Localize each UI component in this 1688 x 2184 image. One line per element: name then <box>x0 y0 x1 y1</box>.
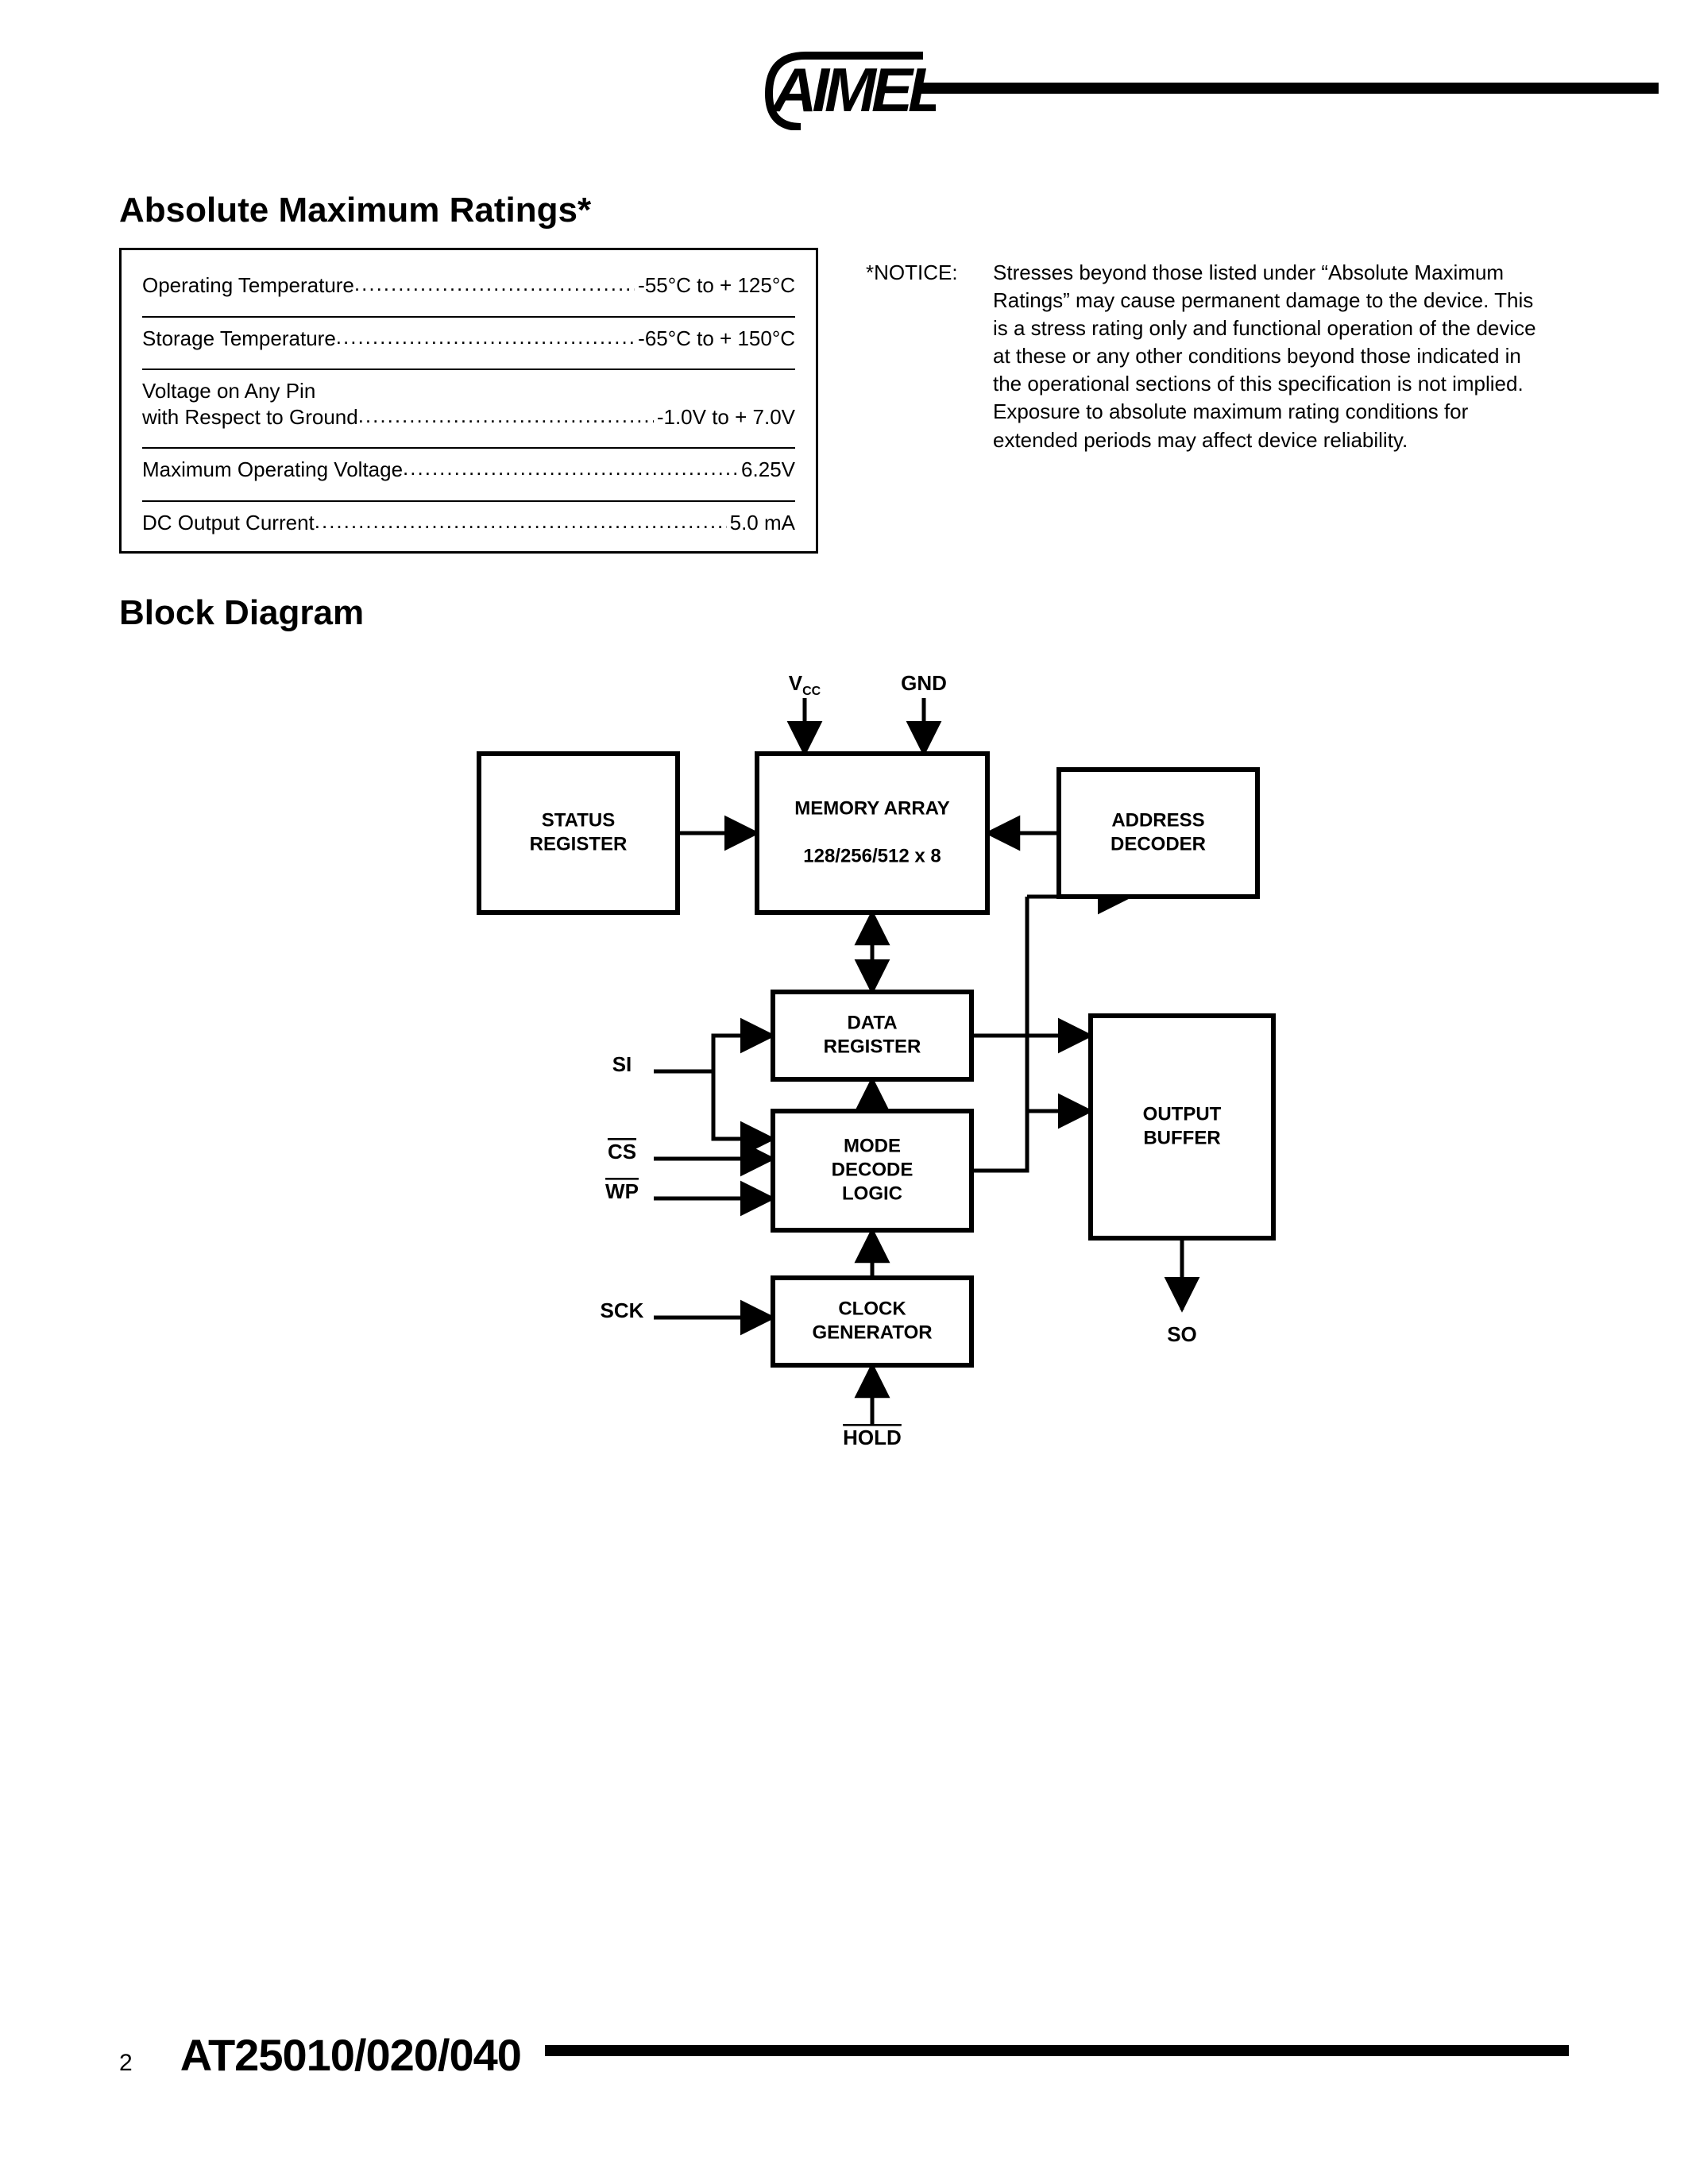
diagram-node-label: DECODE <box>831 1159 913 1180</box>
diagram-node-label: CLOCK <box>838 1298 906 1319</box>
rating-value: 6.25V <box>738 457 795 483</box>
diagram-pin-hold: HOLD <box>843 1426 902 1449</box>
diagram-node-label: BUFFER <box>1143 1127 1220 1148</box>
header-rule <box>936 83 1659 94</box>
leader-dots <box>315 510 727 536</box>
rating-row-voltage-pin: Voltage on Any Pin with Respect to Groun… <box>142 370 795 449</box>
rating-value: -1.0V to + 7.0V <box>654 404 795 430</box>
rating-label-line1: Voltage on Any Pin <box>142 378 795 404</box>
rating-label: Storage Temperature <box>142 326 336 352</box>
rating-label-line2: with Respect to Ground <box>142 404 358 430</box>
leader-dots <box>354 272 635 299</box>
diagram-node-outbuf: OUTPUTBUFFER <box>1091 1016 1273 1238</box>
diagram-pin-wp: WP <box>605 1179 639 1203</box>
rating-row-dc-output: DC Output Current 5.0 mA <box>142 502 795 541</box>
footer-rule <box>545 2045 1569 2056</box>
diagram-node-label: STATUS <box>541 809 614 831</box>
diagram-node-label: OUTPUT <box>1142 1103 1221 1125</box>
leader-dots <box>403 457 738 483</box>
leader-dots <box>336 326 635 352</box>
diagram-node-label: REGISTER <box>823 1036 921 1057</box>
notice-label: *NOTICE: <box>866 259 993 287</box>
logo-text: AIMEL <box>771 55 936 125</box>
diagram-edge <box>654 1036 773 1071</box>
diagram-pin-gnd: GND <box>901 671 947 695</box>
diagram-node-datareg: DATA REGISTER <box>773 992 971 1079</box>
ratings-section: Operating Temperature -55°C to + 125°C S… <box>119 248 1569 554</box>
rating-row-op-temp: Operating Temperature -55°C to + 125°C <box>142 264 795 318</box>
diagram-node-label: GENERATOR <box>812 1322 932 1343</box>
diagram-node-label: DECODER <box>1110 833 1205 855</box>
diagram-node-label: LOGIC <box>842 1183 902 1204</box>
diagram-pin-vcc: VCC <box>788 671 821 698</box>
rating-value: -55°C to + 125°C <box>635 272 795 299</box>
diagram-pin-cs: CS <box>607 1140 635 1163</box>
diagram-node-label: MEMORY ARRAY <box>794 797 950 819</box>
diagram-node-clockgen: CLOCK GENERATOR <box>773 1278 971 1365</box>
atmel-logo: AIMEL <box>753 48 936 130</box>
page-footer: 2 AT25010/020/040 <box>119 2029 1569 2081</box>
diagram-node-label: REGISTER <box>529 833 627 855</box>
diagram-pin-sck: SCK <box>600 1298 643 1322</box>
rating-label: DC Output Current <box>142 510 315 536</box>
rating-label: Operating Temperature <box>142 272 354 299</box>
diagram-node-memory: MEMORY ARRAY 128/256/512 x 8 <box>757 754 987 913</box>
rating-value: -65°C to + 150°C <box>635 326 795 352</box>
block-diagram: STATUSREGISTERMEMORY ARRAY128/256/512 x … <box>119 650 1569 1524</box>
ratings-title: Absolute Maximum Ratings* <box>119 191 1569 230</box>
diagram-node-addrdec: ADDRESSDECODER <box>1059 770 1257 897</box>
notice-column: *NOTICE:Stresses beyond those listed und… <box>866 248 1569 454</box>
diagram-node-label: MODE <box>844 1135 901 1156</box>
diagram-node-label: DATA <box>847 1012 897 1033</box>
page-number: 2 <box>119 2050 133 2077</box>
rating-value: 5.0 mA <box>727 510 795 536</box>
ratings-table: Operating Temperature -55°C to + 125°C S… <box>119 248 818 554</box>
rating-row-max-op-voltage: Maximum Operating Voltage 6.25V <box>142 449 795 502</box>
diagram-title: Block Diagram <box>119 593 1569 633</box>
diagram-node-status: STATUSREGISTER <box>479 754 678 913</box>
diagram-node-label: 128/256/512 x 8 <box>803 845 941 866</box>
rating-label: Maximum Operating Voltage <box>142 457 403 483</box>
notice-text: Stresses beyond those listed under “Abso… <box>993 259 1549 454</box>
diagram-node-label: ADDRESS <box>1111 809 1204 831</box>
part-number: AT25010/020/040 <box>180 2029 521 2081</box>
diagram-pin-so: SO <box>1167 1322 1197 1346</box>
diagram-edge <box>713 1071 773 1139</box>
header-logo-row: AIMEL <box>119 48 1569 135</box>
leader-dots <box>358 404 654 430</box>
rating-row-storage-temp: Storage Temperature -65°C to + 150°C <box>142 318 795 371</box>
diagram-node-mode: MODE DECODE LOGIC <box>773 1111 971 1230</box>
diagram-pin-si: SI <box>612 1052 632 1076</box>
diagram-edge <box>971 1111 1091 1171</box>
